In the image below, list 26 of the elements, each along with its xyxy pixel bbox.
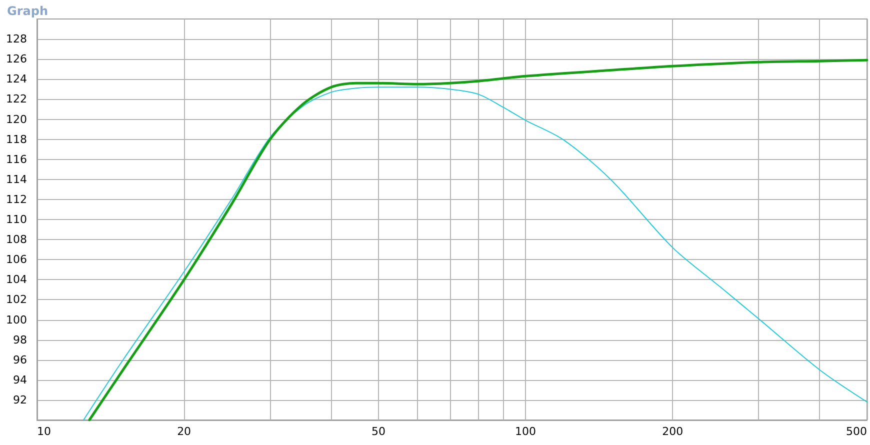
y-tick-label: 108	[6, 233, 27, 246]
y-tick-label: 102	[6, 293, 27, 306]
y-tick-label: 104	[6, 273, 27, 286]
y-tick-label: 128	[6, 32, 27, 46]
y-tick-label: 112	[6, 192, 27, 206]
y-tick-label: 124	[6, 72, 27, 86]
y-tick-label: 122	[6, 92, 27, 106]
y-tick-label: 118	[6, 132, 27, 146]
y-tick-label: 100	[6, 313, 27, 326]
y-tick-label: 106	[6, 253, 27, 266]
x-tick-label: 500	[846, 425, 867, 438]
y-tick-label: 98	[13, 333, 27, 346]
y-tick-label: 94	[13, 373, 27, 386]
y-tick-label: 114	[6, 172, 27, 186]
y-tick-label: 120	[6, 112, 27, 126]
x-tick-label: 20	[177, 425, 192, 438]
y-tick-label: 92	[13, 393, 27, 406]
x-tick-label: 100	[515, 425, 536, 438]
x-tick-label: 10	[37, 425, 51, 438]
chart-title: Graph	[7, 4, 48, 18]
y-tick-label: 116	[6, 152, 27, 166]
x-tick-label: 50	[371, 425, 386, 438]
x-tick-label: 200	[662, 425, 684, 438]
y-tick-label: 110	[6, 213, 27, 226]
y-tick-label: 96	[13, 353, 27, 366]
y-tick-label: 126	[6, 52, 27, 66]
